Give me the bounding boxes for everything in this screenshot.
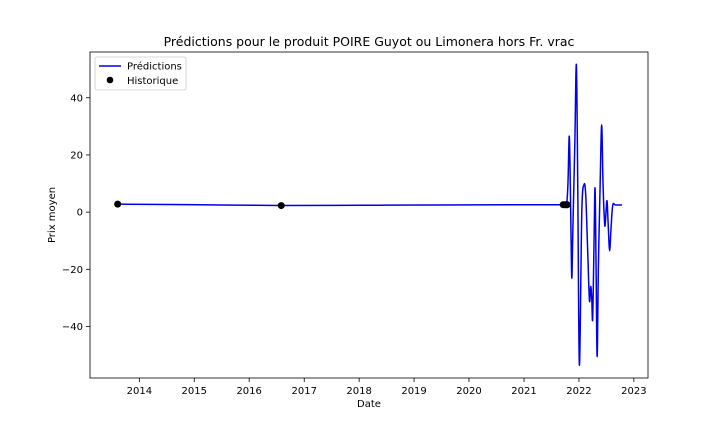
y-tick-label: 40 [70,93,83,104]
x-tick-label: 2018 [346,386,371,397]
y-axis: 40 20 0 −20 −40 [62,93,90,333]
historique-point [277,202,285,210]
plot-area [114,63,623,366]
legend-predictions-label: Prédictions [127,61,182,73]
x-tick-label: 2016 [236,386,261,397]
y-tick-label: −20 [62,265,83,276]
y-tick-label: −40 [62,322,83,333]
legend-historique-label: Historique [127,76,178,87]
y-axis-label: Prix moyen [47,187,58,243]
historique-point [114,200,122,208]
chart-title: Prédictions pour le produit POIRE Guyot … [164,34,575,49]
x-tick-label: 2014 [127,386,152,397]
x-tick-label: 2017 [292,386,317,397]
plot-frame [89,51,649,379]
x-tick-label: 2022 [566,386,591,397]
y-tick-label: 0 [77,208,83,219]
x-tick-label: 2023 [621,386,646,397]
x-axis-label: Date [357,399,381,410]
x-tick-label: 2015 [182,386,207,397]
legend-historique-marker [106,76,114,84]
x-tick-label: 2019 [401,386,426,397]
x-tick-label: 2020 [456,386,481,397]
legend: Prédictions Historique [94,56,187,91]
historique-point [563,201,571,209]
x-tick-label: 2021 [511,386,536,397]
y-tick-label: 20 [70,150,83,161]
x-axis: 2014 2015 2016 2017 2018 2019 2020 2021 2022 2023 [127,378,647,397]
